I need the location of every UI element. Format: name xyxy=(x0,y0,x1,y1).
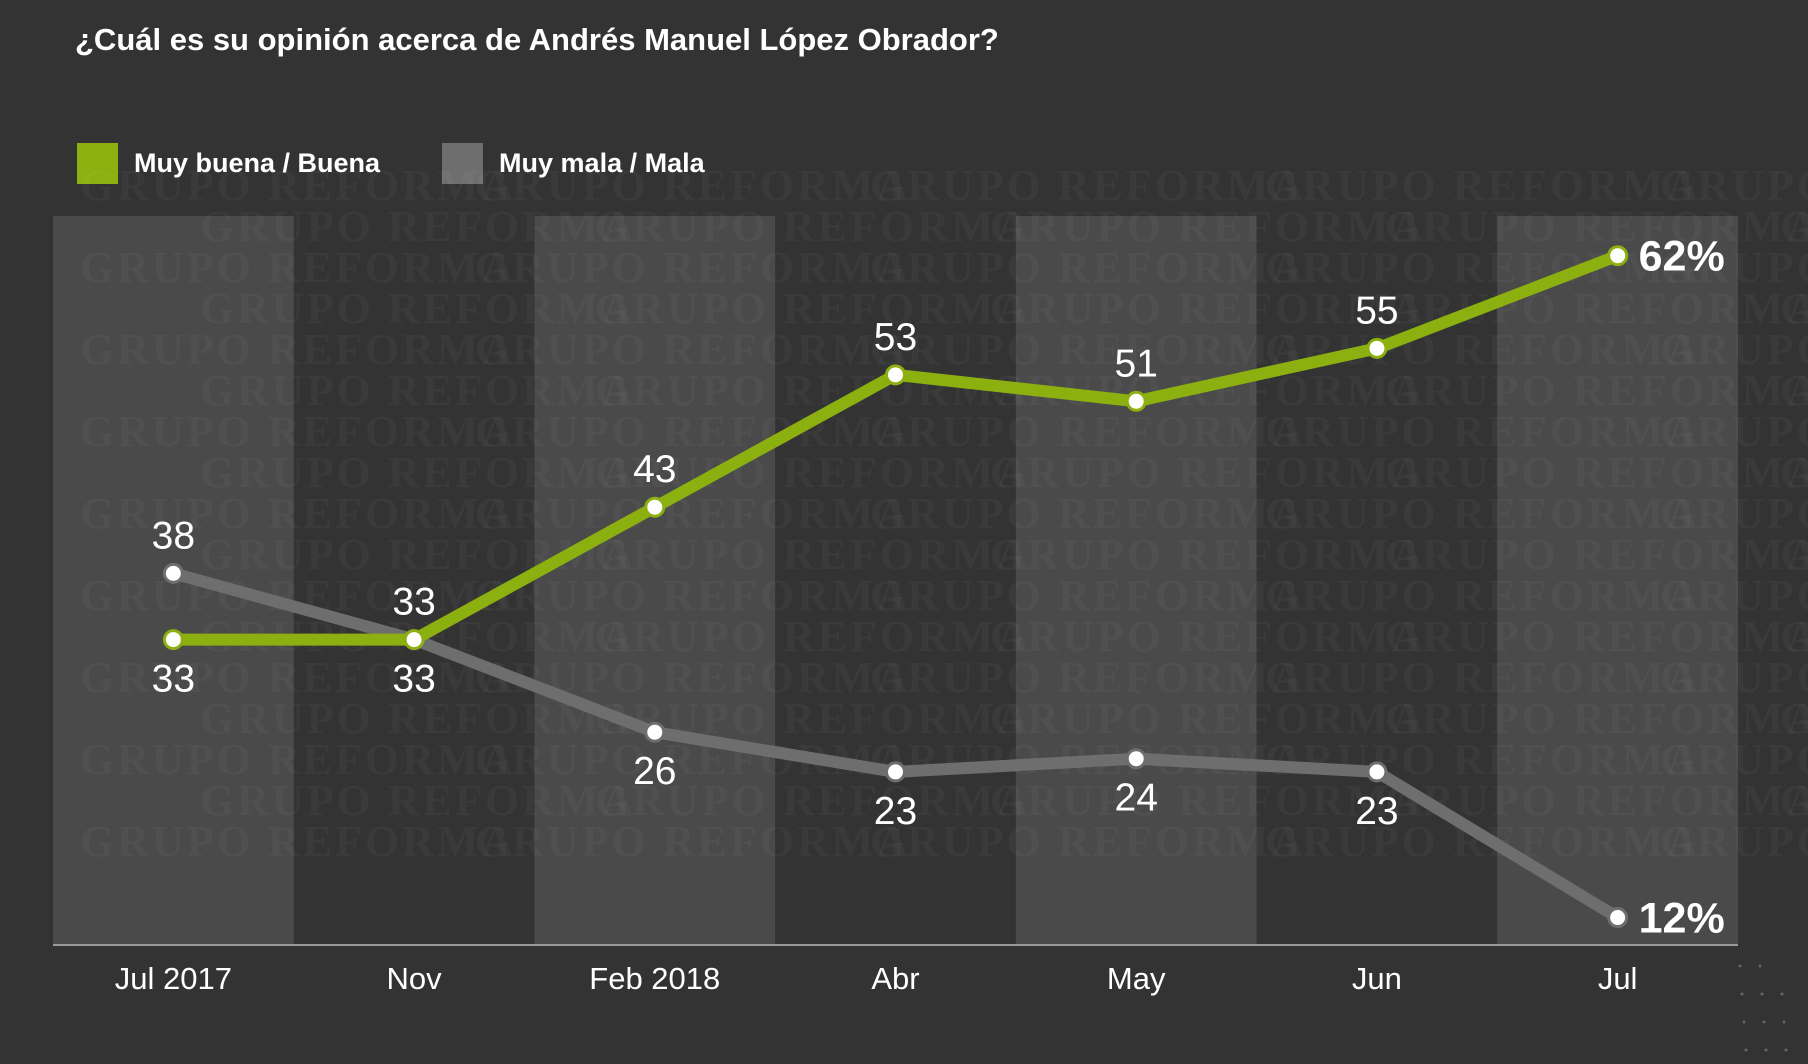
x-tick-label: Abr xyxy=(871,961,919,996)
decoration-dot xyxy=(1762,1020,1766,1024)
series-buena xyxy=(162,245,1629,651)
data-label: 33 xyxy=(392,658,435,701)
data-point xyxy=(1125,390,1147,412)
data-point xyxy=(1125,748,1147,770)
data-point xyxy=(162,562,184,584)
decoration-dot xyxy=(1784,1048,1788,1052)
decoration-dot xyxy=(1780,992,1784,996)
watermark-text: GRUPO REFORMA xyxy=(870,817,1306,866)
decoration-dot xyxy=(1782,1020,1786,1024)
data-point xyxy=(1607,245,1629,267)
legend-swatch-buena xyxy=(77,142,118,184)
data-label: 43 xyxy=(633,448,676,491)
legend-label-buena: Muy buena / Buena xyxy=(134,147,381,178)
legend-item-mala: Muy mala / Mala xyxy=(442,142,705,184)
x-tick-label: Jul 2017 xyxy=(115,961,232,996)
legend-label-mala: Muy mala / Mala xyxy=(499,147,705,178)
data-label: 23 xyxy=(1355,790,1398,833)
x-tick-label: Feb 2018 xyxy=(589,961,720,996)
data-label: 24 xyxy=(1115,777,1158,820)
column-band xyxy=(534,216,776,944)
data-point xyxy=(1607,907,1629,929)
data-label: 33 xyxy=(152,658,195,701)
data-labels: 33 33 43 53 51 55 62% 38 33 26 23 24 23 12% xyxy=(152,233,1725,943)
data-point xyxy=(403,629,425,651)
x-tick-label: May xyxy=(1107,961,1166,996)
data-point xyxy=(644,721,666,743)
decoration-dot xyxy=(1744,1048,1748,1052)
data-label: 62% xyxy=(1639,233,1725,281)
column-band xyxy=(1497,216,1738,944)
data-point xyxy=(1366,337,1388,359)
x-tick-label: Jun xyxy=(1352,961,1402,996)
data-label: 23 xyxy=(874,790,917,833)
decoration-dot xyxy=(1758,964,1762,968)
watermark-text: GRUPO REFORMA xyxy=(80,817,516,866)
corner-decoration xyxy=(1738,964,1788,1052)
column-band xyxy=(1015,216,1257,944)
data-point xyxy=(1366,761,1388,783)
decoration-dot xyxy=(1742,1020,1746,1024)
data-label: 26 xyxy=(633,750,676,793)
data-point xyxy=(885,364,906,386)
data-label: 53 xyxy=(874,316,917,359)
data-label: 12% xyxy=(1639,895,1725,943)
data-point xyxy=(644,496,666,518)
legend: Muy buena / Buena Muy mala / Mala xyxy=(77,142,767,184)
x-tick-label: Nov xyxy=(387,961,443,996)
chart-title: ¿Cuál es su opinión acerca de Andrés Man… xyxy=(75,22,999,57)
legend-item-buena: Muy buena / Buena xyxy=(77,142,381,184)
x-axis-ticks: Jul 2017 Nov Feb 2018 Abr May Jun Jul xyxy=(115,961,1638,996)
decoration-dot xyxy=(1760,992,1764,996)
decoration-dot xyxy=(1764,1048,1768,1052)
data-point xyxy=(885,761,906,783)
watermark-text: GRUPO REFORMA xyxy=(1660,817,1808,866)
decoration-dot xyxy=(1740,992,1744,996)
data-label: 33 xyxy=(392,581,435,624)
decoration-dot xyxy=(1738,964,1742,968)
legend-swatch-mala xyxy=(442,142,484,184)
data-label: 55 xyxy=(1355,289,1398,332)
x-tick-label: Jul xyxy=(1598,961,1638,996)
data-point xyxy=(162,629,184,651)
data-label: 51 xyxy=(1115,342,1158,385)
watermark-text: GRUPO REFORMA xyxy=(475,817,911,866)
data-label: 38 xyxy=(152,514,195,557)
